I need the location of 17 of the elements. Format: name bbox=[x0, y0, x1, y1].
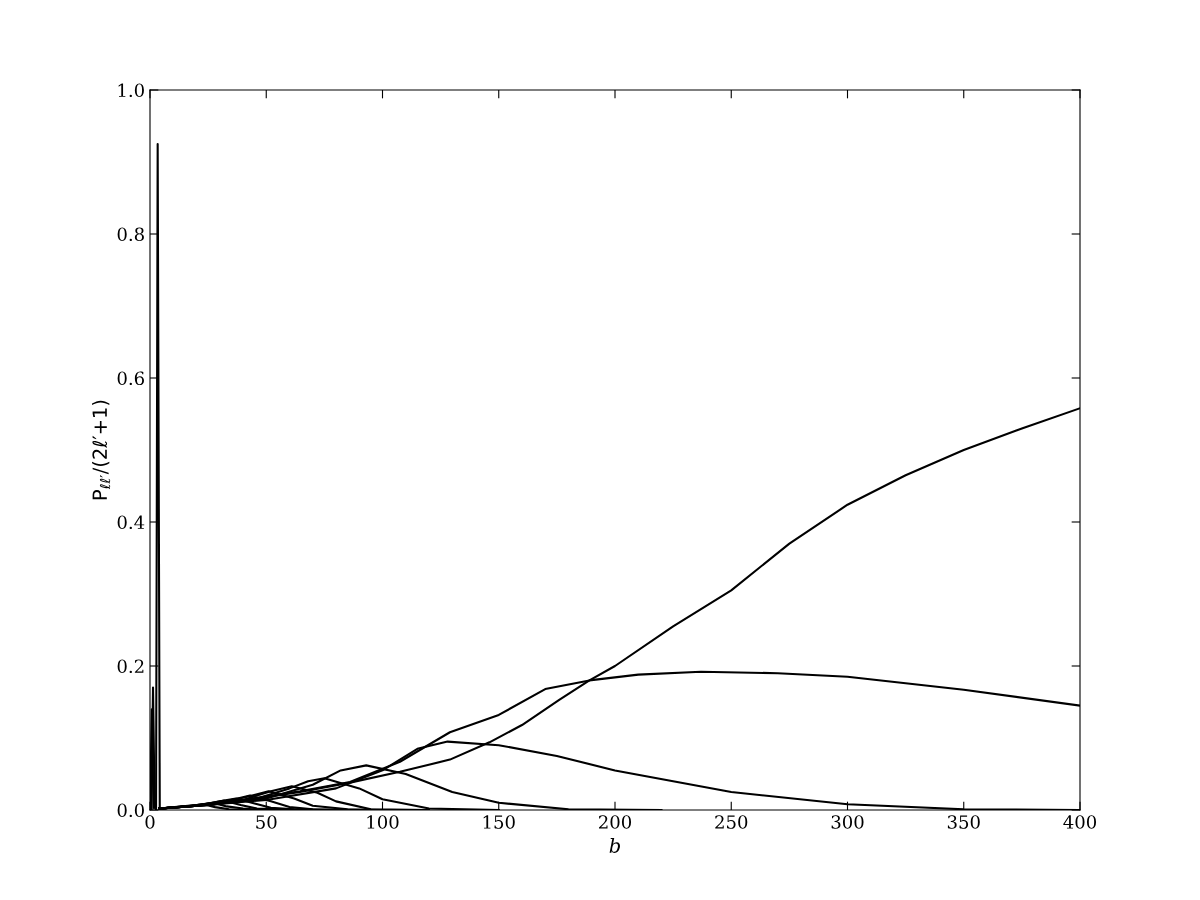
x-tick-label: 350 bbox=[947, 815, 980, 829]
y-tick-label: 0.4 bbox=[117, 515, 145, 530]
x-tick-label: 250 bbox=[715, 815, 748, 829]
x-tick-label: 400 bbox=[1063, 815, 1097, 829]
x-tick-label: 200 bbox=[598, 815, 632, 829]
x-tick-label: 50 bbox=[256, 815, 277, 829]
x-axis-title: b bbox=[609, 837, 620, 853]
y-tick-label: 0.0 bbox=[117, 803, 144, 818]
y-tick-label: 0.6 bbox=[117, 371, 144, 386]
y-tick-label: 1.0 bbox=[118, 83, 144, 98]
x-tick-label: 150 bbox=[483, 815, 515, 829]
y-axis-title: P$_{ℓℓ′}$/(2ℓ′+1) bbox=[92, 400, 111, 500]
x-tick-label: 0 bbox=[145, 815, 155, 829]
y-tick-label: 0.8 bbox=[117, 227, 144, 242]
x-tick-label: 100 bbox=[367, 815, 399, 829]
x-tick-label: 300 bbox=[831, 815, 864, 829]
y-tick-label: 0.2 bbox=[117, 659, 144, 674]
